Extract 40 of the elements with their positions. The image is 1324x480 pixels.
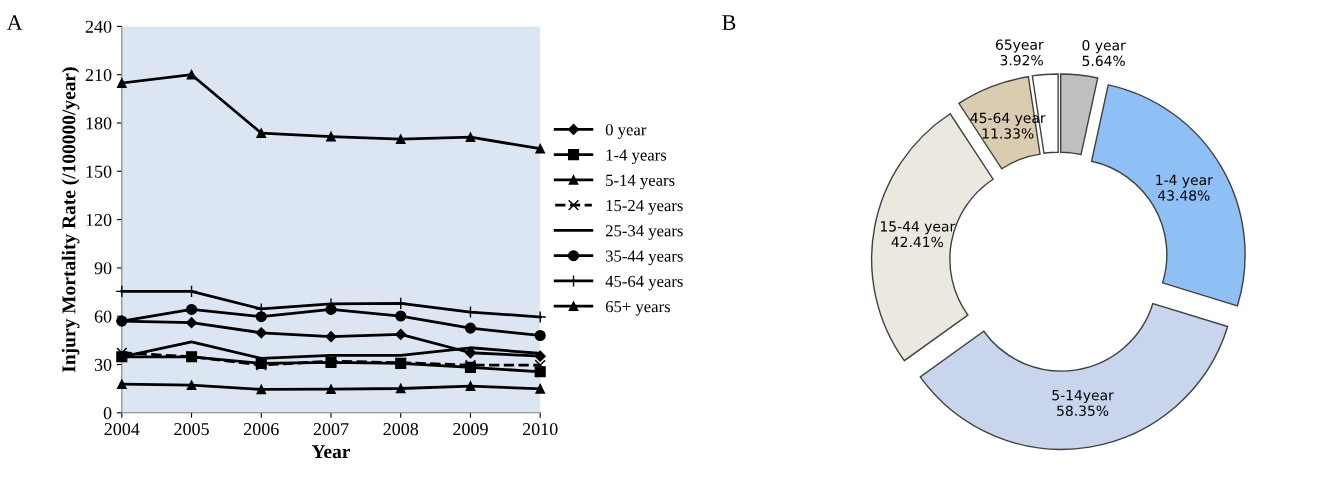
legend-label: 35-44 years <box>605 250 683 266</box>
data-label: 42.41% <box>891 236 944 248</box>
legend-label: 15-24 years <box>606 199 683 215</box>
data-label: 58.35% <box>1057 405 1109 416</box>
x-tick-label: 2007 <box>313 423 349 436</box>
legend-label: 0 year <box>605 124 647 139</box>
slice-label: 45-64 year <box>970 112 1046 126</box>
x-tick-label: 2006 <box>244 423 279 436</box>
x-tick-label: 2009 <box>453 423 488 436</box>
data-label: 3.92% <box>1000 54 1043 66</box>
y-tick-label: 0 <box>103 407 112 420</box>
slice-label: 65year <box>995 39 1044 53</box>
x-tick-label: 2004 <box>104 423 140 436</box>
y-tick-label: 240 <box>85 20 112 33</box>
chart-title: B <box>722 15 736 30</box>
slice-label: 5-14year <box>1052 390 1114 404</box>
y-tick-label: 210 <box>85 68 112 82</box>
legend-label: 45-64 years <box>605 275 683 291</box>
x-tick-label: 2005 <box>174 423 209 436</box>
slice-label: 15-44 year <box>880 221 956 235</box>
y-tick-label: 30 <box>94 358 112 371</box>
slice-label: 0 year <box>1082 40 1126 54</box>
x-axis-title: Year <box>311 445 351 459</box>
data-label: 5.64% <box>1082 55 1125 67</box>
y-tick-label: 120 <box>86 213 112 227</box>
legend-label: 1-4 years <box>606 149 667 165</box>
y-axis-title: Injury Mortality Rate (/100000/year) <box>61 67 80 373</box>
data-label: 43.48% <box>1158 190 1210 201</box>
legend-label: 5-14 years <box>606 174 675 190</box>
y-tick-label: 60 <box>94 310 112 323</box>
y-tick-label: 150 <box>86 165 112 178</box>
legend-label: 25-34 years <box>605 225 683 240</box>
x-tick-label: 2008 <box>383 423 419 436</box>
chart-title: A <box>6 15 23 30</box>
y-tick-label: 90 <box>94 262 112 275</box>
slice-label: 1-4 year <box>1156 174 1213 188</box>
x-tick-label: 2010 <box>522 423 558 436</box>
data-label: 11.33% <box>982 128 1034 139</box>
legend-label: 65+ years <box>605 301 670 316</box>
y-tick-label: 180 <box>86 117 112 130</box>
